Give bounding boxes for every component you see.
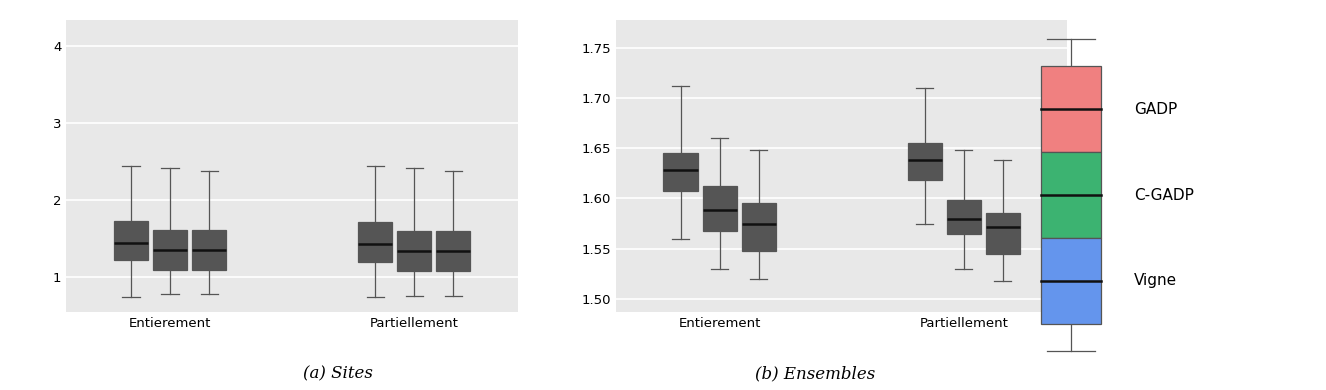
PathPatch shape <box>663 153 697 191</box>
PathPatch shape <box>436 231 471 271</box>
Text: Vigne: Vigne <box>1134 273 1177 288</box>
PathPatch shape <box>907 143 941 180</box>
PathPatch shape <box>358 222 392 262</box>
PathPatch shape <box>741 204 776 251</box>
PathPatch shape <box>192 230 227 269</box>
Text: (a) Sites: (a) Sites <box>304 365 373 382</box>
Text: C-GADP: C-GADP <box>1134 188 1193 202</box>
PathPatch shape <box>985 213 1020 254</box>
PathPatch shape <box>703 186 737 230</box>
PathPatch shape <box>396 231 431 271</box>
PathPatch shape <box>114 221 149 261</box>
PathPatch shape <box>152 230 187 269</box>
PathPatch shape <box>947 200 981 234</box>
Text: GADP: GADP <box>1134 102 1177 117</box>
Text: (b) Ensembles: (b) Ensembles <box>756 365 875 382</box>
